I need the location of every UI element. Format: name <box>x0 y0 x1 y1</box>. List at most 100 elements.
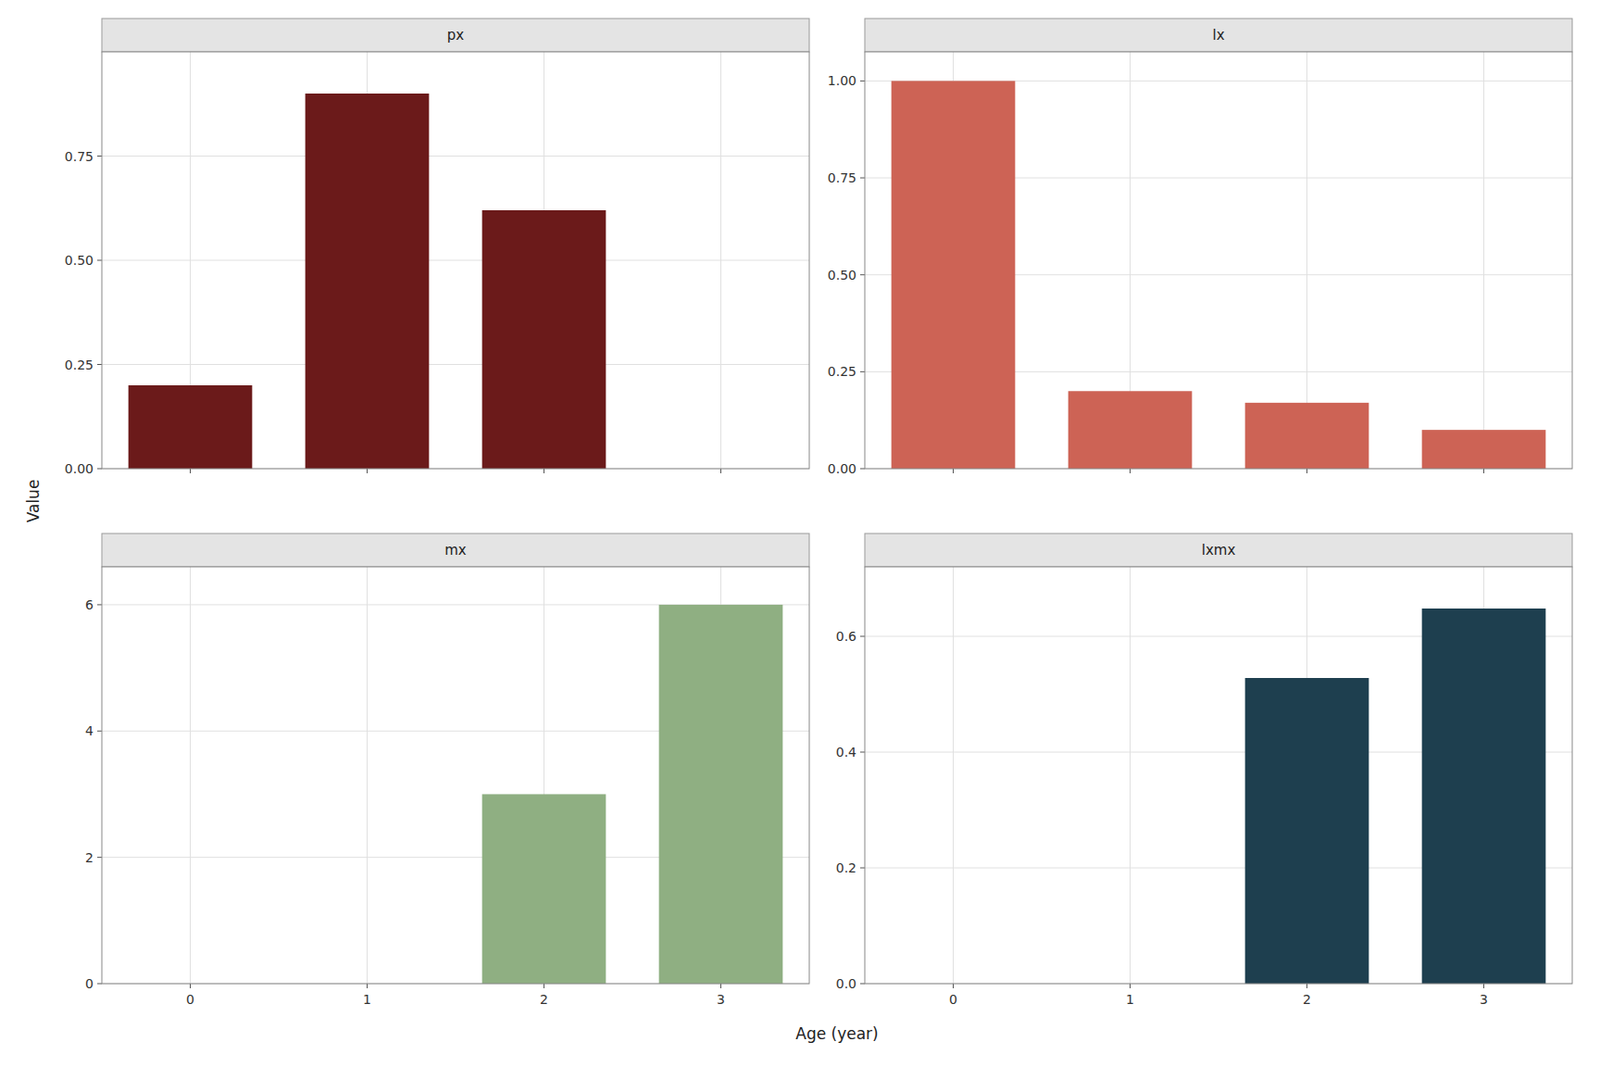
bars <box>891 80 1547 469</box>
grid-line <box>1129 566 1131 984</box>
x-tick-label: 1 <box>362 991 372 1007</box>
panel: px 0.00 0.25 0.50 0.75 <box>64 18 810 476</box>
plot-frame <box>864 51 1573 469</box>
y-tick-label: 0.50 <box>827 267 857 283</box>
tick-mark <box>860 751 865 753</box>
panel-title: px <box>447 26 465 44</box>
plot-area <box>864 566 1573 984</box>
panel: lxmx0.00.20.40.60123 <box>836 533 1573 1007</box>
bar <box>128 385 253 469</box>
grid-line <box>366 566 368 984</box>
x-axis-label: Age (year) <box>795 1024 878 1043</box>
y-tick-label: 0.6 <box>836 628 857 644</box>
tick-mark <box>543 983 545 988</box>
plot-frame <box>101 51 810 469</box>
x-tick-label: 3 <box>1479 991 1488 1007</box>
tick-mark <box>543 468 545 474</box>
tick-mark <box>97 155 102 157</box>
tick-mark <box>366 983 368 988</box>
bar <box>1422 429 1547 469</box>
y-tick-label: 0.75 <box>827 170 857 186</box>
bar <box>1068 390 1193 469</box>
bar <box>659 604 784 984</box>
tick-mark <box>860 371 865 373</box>
bar <box>891 80 1016 469</box>
tick-mark <box>720 983 722 988</box>
tick-mark <box>1129 468 1131 474</box>
y-tick-label: 0.75 <box>64 149 94 164</box>
tick-mark <box>952 983 954 988</box>
strip <box>101 533 810 567</box>
panel: lx 0.00 0.25 0.50 0.75 1.00 <box>827 18 1573 476</box>
tick-mark <box>97 260 102 262</box>
tick-mark <box>860 867 865 869</box>
bar <box>482 210 607 469</box>
tick-mark <box>97 730 102 732</box>
panel-title: lx <box>1212 26 1225 44</box>
tick-mark <box>860 177 865 179</box>
bar <box>1422 608 1547 984</box>
bar <box>1245 402 1370 469</box>
plot-area <box>864 51 1573 469</box>
x-tick-label: 0 <box>186 991 195 1007</box>
tick-mark <box>1483 468 1485 474</box>
tick-mark <box>97 983 102 985</box>
tick-mark <box>97 468 102 470</box>
x-tick-label: 3 <box>716 991 725 1007</box>
panel-title: lxmx <box>1201 541 1237 559</box>
bars <box>1245 608 1547 984</box>
y-tick-label: 0.00 <box>64 461 94 476</box>
y-tick-label: 1.00 <box>827 73 857 88</box>
x-tick-label: 0 <box>949 991 958 1007</box>
grid-line <box>720 51 722 469</box>
grid-line <box>101 155 810 157</box>
tick-mark <box>366 468 368 474</box>
bars <box>482 604 784 984</box>
tick-mark <box>189 468 191 474</box>
tick-mark <box>720 468 722 474</box>
panel: mx02460123 <box>85 533 810 1007</box>
figure: px0.000.250.500.75lx0.000.250.500.751.00… <box>0 0 1600 1067</box>
plot-area <box>101 566 810 984</box>
x-tick-label: 1 <box>1125 991 1135 1007</box>
y-tick-label: 0.25 <box>64 357 94 373</box>
y-tick-label: 0.4 <box>836 744 857 760</box>
bars <box>128 93 607 469</box>
bar <box>482 793 607 984</box>
y-tick-label: 0.25 <box>827 363 857 379</box>
tick-mark <box>860 983 865 985</box>
grid-line <box>952 566 954 984</box>
y-tick-label: 2 <box>85 850 94 865</box>
strip <box>864 533 1573 567</box>
bar <box>305 93 430 469</box>
tick-mark <box>1306 983 1308 988</box>
plot-frame <box>101 566 810 984</box>
panel-title: mx <box>444 541 467 559</box>
grid-line <box>101 363 810 365</box>
tick-mark <box>97 363 102 365</box>
tick-mark <box>97 856 102 858</box>
tick-mark <box>97 603 102 605</box>
y-tick-label: 0 <box>85 975 94 991</box>
tick-mark <box>189 983 191 988</box>
grid-line <box>189 566 191 984</box>
tick-mark <box>860 274 865 275</box>
tick-mark <box>860 636 865 638</box>
bar <box>1245 677 1370 984</box>
grid-line <box>101 260 810 262</box>
y-tick-label: 0.00 <box>827 461 857 476</box>
y-tick-label: 0.50 <box>64 252 94 268</box>
y-tick-label: 4 <box>85 723 94 738</box>
tick-mark <box>860 80 865 82</box>
y-tick-label: 6 <box>85 597 94 613</box>
y-axis-label: Value <box>24 479 43 524</box>
strip <box>101 18 810 52</box>
tick-mark <box>1129 983 1131 988</box>
grid-line <box>1483 51 1485 469</box>
x-tick-label: 2 <box>1302 991 1312 1007</box>
y-tick-label: 0.0 <box>836 975 857 991</box>
tick-mark <box>860 468 865 470</box>
tick-mark <box>1306 468 1308 474</box>
tick-mark <box>1483 983 1485 988</box>
plot-area <box>101 51 810 469</box>
